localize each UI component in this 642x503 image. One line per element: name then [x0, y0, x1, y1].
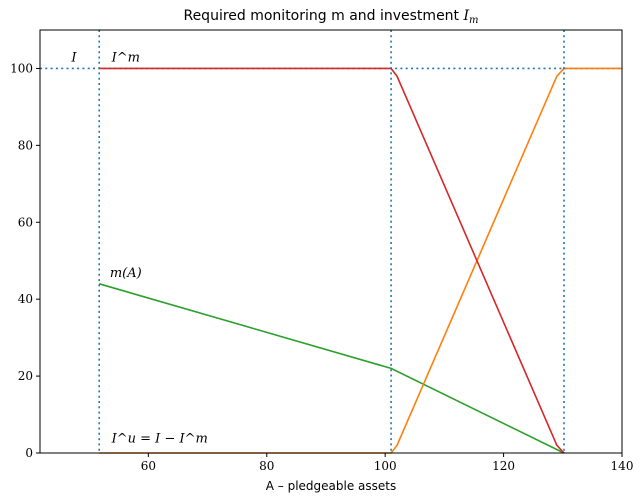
- y-tick-label: 40: [18, 292, 33, 306]
- x-axis-label: A – pledgeable assets: [266, 479, 397, 493]
- series-line-0: [98, 283, 565, 454]
- y-tick-label: 60: [18, 215, 33, 229]
- y-tick-label: 20: [18, 369, 33, 383]
- annotation-0: I: [70, 51, 77, 66]
- series-line-1: [99, 67, 622, 454]
- chart-title: Required monitoring m and investment Im: [183, 8, 478, 26]
- x-tick-label: 100: [374, 459, 397, 473]
- x-tick-label: 120: [492, 459, 515, 473]
- y-tick-label: 0: [25, 446, 33, 460]
- x-tick-label: 140: [611, 459, 634, 473]
- annotation-1: I^m: [111, 51, 140, 66]
- y-tick-label: 80: [18, 138, 33, 152]
- y-tick-label: 100: [10, 61, 33, 75]
- x-tick-label: 80: [259, 459, 274, 473]
- plot-frame: [39, 29, 623, 454]
- annotation-3: I^u = I − I^m: [111, 431, 208, 446]
- annotation-2: m(A): [110, 266, 142, 281]
- x-tick-label: 60: [141, 459, 156, 473]
- series-line-2: [99, 67, 565, 454]
